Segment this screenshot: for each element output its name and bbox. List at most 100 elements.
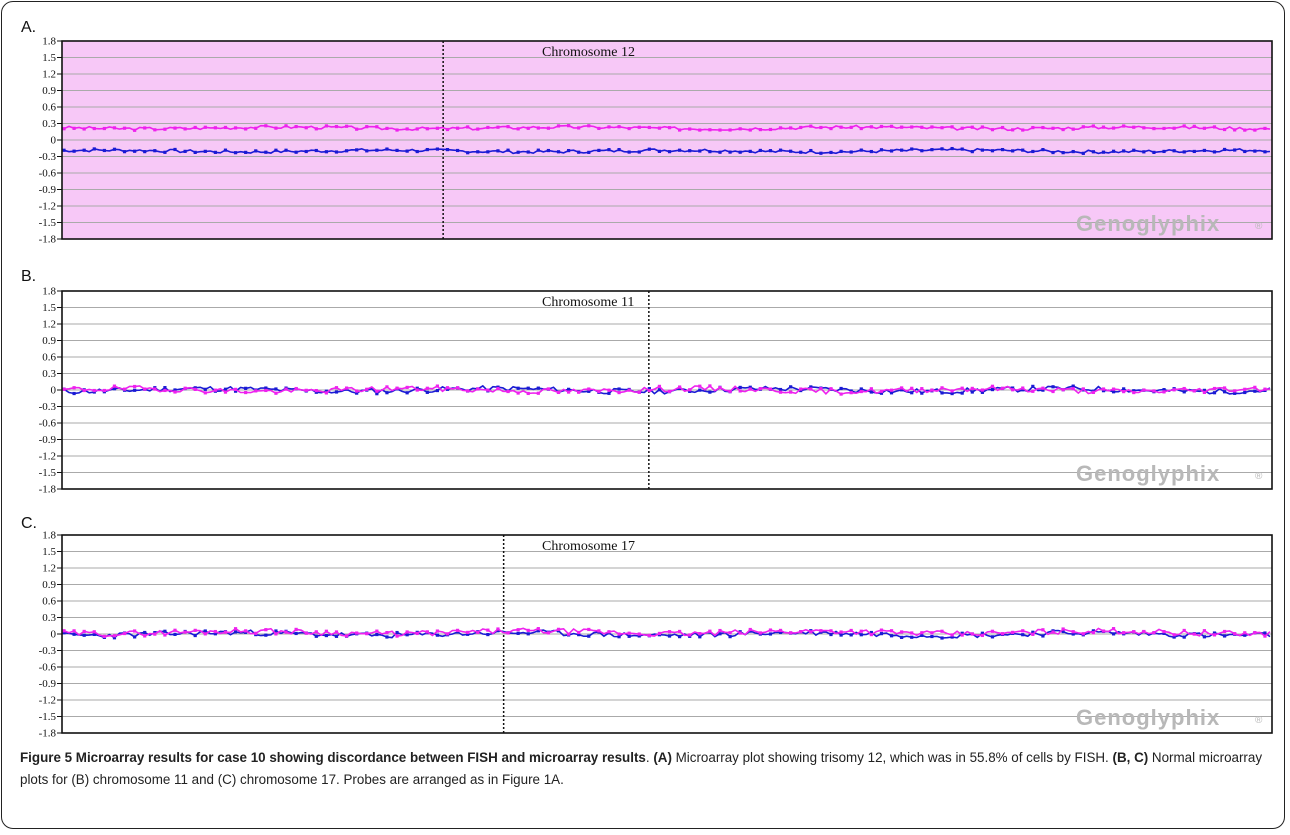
data-point-blue [445, 387, 450, 391]
data-point-magenta [889, 629, 894, 633]
data-point-magenta [647, 125, 651, 130]
data-point-magenta [990, 384, 995, 388]
data-point-magenta [415, 127, 419, 131]
data-point-blue [324, 633, 328, 638]
data-point-magenta [445, 127, 450, 132]
data-point-blue [546, 148, 551, 153]
data-point-magenta [970, 386, 974, 390]
data-point-magenta [355, 631, 359, 635]
data-point-magenta [405, 127, 409, 131]
data-point-blue [910, 147, 914, 151]
data-point-blue [718, 150, 722, 154]
data-point-magenta [334, 124, 339, 129]
data-point-magenta [1233, 632, 1237, 636]
data-point-blue [213, 632, 217, 636]
data-point-magenta [829, 387, 833, 391]
data-point-blue [1182, 390, 1186, 394]
data-point-magenta [486, 628, 490, 632]
data-point-blue [72, 391, 76, 396]
data-point-magenta [496, 125, 500, 129]
data-point-magenta [647, 388, 651, 393]
data-point-magenta [748, 627, 752, 632]
data-point-magenta [294, 386, 298, 391]
data-point-magenta [688, 633, 692, 637]
data-point-blue [1031, 630, 1035, 634]
data-point-magenta [667, 389, 672, 394]
y-tick-label: 0.9 [42, 85, 56, 97]
data-point-magenta [688, 127, 692, 131]
data-point-magenta [324, 391, 328, 395]
data-point-magenta [112, 126, 117, 130]
data-point-blue [334, 150, 339, 154]
data-point-magenta [829, 126, 833, 131]
data-point-magenta [768, 127, 773, 132]
data-point-magenta [455, 386, 460, 390]
data-point-blue [980, 631, 984, 635]
data-point-magenta [809, 387, 813, 391]
data-point-magenta [455, 126, 460, 130]
data-point-blue [1111, 632, 1116, 636]
data-point-magenta [1000, 125, 1005, 130]
data-point-magenta [365, 387, 369, 391]
data-point-magenta [274, 391, 278, 395]
data-point-blue [900, 388, 904, 392]
data-point-blue [294, 631, 298, 636]
y-tick-label: -1.2 [39, 201, 56, 213]
genoglyphix-watermark: Genoglyphix [1076, 705, 1220, 730]
data-point-blue [990, 387, 995, 392]
y-tick-label: 0.3 [42, 368, 56, 380]
data-point-blue [930, 148, 934, 152]
data-point-blue [466, 632, 470, 636]
data-point-magenta [637, 125, 641, 129]
data-point-blue [1202, 148, 1207, 153]
data-point-blue [476, 150, 480, 154]
data-point-magenta [476, 387, 480, 391]
data-point-blue [486, 632, 490, 637]
data-point-magenta [1091, 124, 1095, 128]
data-point-magenta [435, 629, 440, 633]
data-point-magenta [809, 124, 813, 128]
data-point-magenta [1202, 629, 1207, 633]
data-point-blue [122, 150, 127, 154]
data-point-magenta [486, 125, 490, 130]
data-point-blue [1253, 149, 1257, 153]
data-point-blue [163, 629, 167, 633]
data-point-magenta [183, 127, 187, 131]
data-point-blue [516, 150, 520, 154]
data-point-magenta [122, 631, 127, 636]
data-point-magenta [1071, 127, 1075, 131]
data-point-magenta [163, 127, 167, 131]
data-point-blue [1202, 388, 1207, 392]
data-point-blue [405, 149, 409, 153]
data-point-magenta [1132, 630, 1136, 634]
data-point-magenta [133, 384, 137, 389]
data-point-blue [758, 148, 762, 153]
data-point-blue [1031, 149, 1035, 154]
data-point-magenta [970, 125, 974, 129]
data-point-magenta [889, 388, 894, 392]
data-point-blue [133, 635, 137, 639]
data-point-blue [163, 150, 167, 154]
data-point-magenta [1051, 630, 1055, 634]
plot-border [61, 40, 1273, 240]
data-point-blue [435, 633, 440, 637]
y-tick-label: 0 [51, 135, 57, 147]
data-point-blue [990, 635, 995, 639]
data-point-magenta [395, 634, 399, 638]
data-point-blue [960, 391, 964, 395]
data-point-blue [1243, 390, 1247, 395]
data-point-blue [910, 391, 914, 395]
data-point-magenta [213, 629, 217, 634]
data-point-blue [728, 635, 732, 639]
data-point-blue [678, 635, 682, 639]
data-point-blue [778, 387, 783, 392]
data-point-blue [1182, 150, 1186, 154]
data-point-magenta [546, 126, 551, 130]
data-point-blue [223, 148, 228, 152]
data-point-magenta [405, 385, 409, 390]
data-point-blue [748, 385, 752, 389]
data-point-blue [1122, 149, 1126, 153]
data-point-blue [920, 149, 924, 153]
data-point-blue [1132, 389, 1136, 393]
